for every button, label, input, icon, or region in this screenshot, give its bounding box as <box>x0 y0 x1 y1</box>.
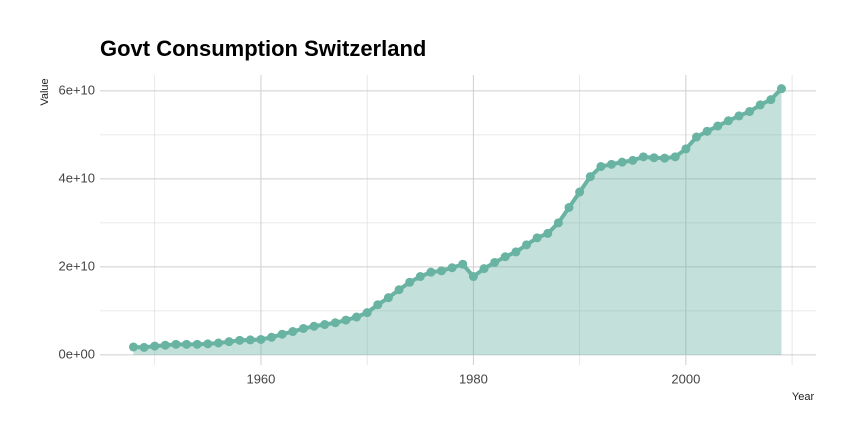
x-axis-title: Year <box>792 391 815 403</box>
y-axis-title: Value <box>39 78 51 105</box>
point <box>607 159 617 169</box>
point <box>691 132 701 142</box>
point <box>596 162 606 172</box>
point <box>256 334 266 344</box>
y-tick-label: 0e+00 <box>58 346 95 361</box>
point <box>235 335 245 345</box>
point <box>383 293 393 303</box>
chart-title: Govt Consumption Switzerland <box>100 36 426 61</box>
point <box>330 318 340 328</box>
point <box>213 338 223 348</box>
point <box>267 332 277 342</box>
point <box>490 257 500 267</box>
point <box>511 247 521 257</box>
x-tick-label: 1960 <box>246 371 275 386</box>
point <box>160 340 170 350</box>
y-tick-label: 2e+10 <box>58 258 95 273</box>
point <box>437 266 447 276</box>
point <box>352 312 362 322</box>
point <box>309 321 319 331</box>
point <box>628 155 638 165</box>
point <box>298 323 308 333</box>
area <box>133 88 782 355</box>
point <box>288 327 298 337</box>
point <box>458 259 468 269</box>
point <box>139 342 149 352</box>
point <box>362 308 372 318</box>
point <box>713 121 723 131</box>
point <box>415 272 425 282</box>
point <box>553 218 563 228</box>
point <box>522 240 532 250</box>
point <box>224 337 234 347</box>
point <box>394 285 404 295</box>
point <box>192 339 202 349</box>
point <box>734 111 744 121</box>
point <box>617 157 627 167</box>
point <box>543 228 553 238</box>
point <box>681 144 691 154</box>
x-tick-label: 2000 <box>671 371 700 386</box>
y-tick-label: 6e+10 <box>58 82 95 97</box>
point <box>245 335 255 345</box>
point <box>766 95 776 105</box>
point <box>638 152 648 162</box>
point <box>745 107 755 117</box>
point <box>723 116 733 126</box>
point <box>468 272 478 282</box>
y-tick-label: 4e+10 <box>58 170 95 185</box>
point <box>479 264 489 274</box>
point <box>755 100 765 110</box>
point <box>405 277 415 287</box>
point <box>150 341 160 351</box>
point <box>171 339 181 349</box>
point <box>320 320 330 330</box>
point <box>182 339 192 349</box>
point <box>277 329 287 339</box>
x-tick-label: 1980 <box>459 371 488 386</box>
point <box>660 153 670 163</box>
point <box>447 263 457 273</box>
point <box>776 84 786 94</box>
point <box>128 342 138 352</box>
point <box>341 315 351 325</box>
point <box>585 172 595 182</box>
point <box>373 300 383 310</box>
point <box>575 187 585 197</box>
point <box>426 267 436 277</box>
point <box>532 233 542 243</box>
point <box>500 252 510 262</box>
point <box>564 202 574 212</box>
point <box>203 339 213 349</box>
point <box>649 153 659 163</box>
point <box>702 126 712 136</box>
point <box>670 152 680 162</box>
